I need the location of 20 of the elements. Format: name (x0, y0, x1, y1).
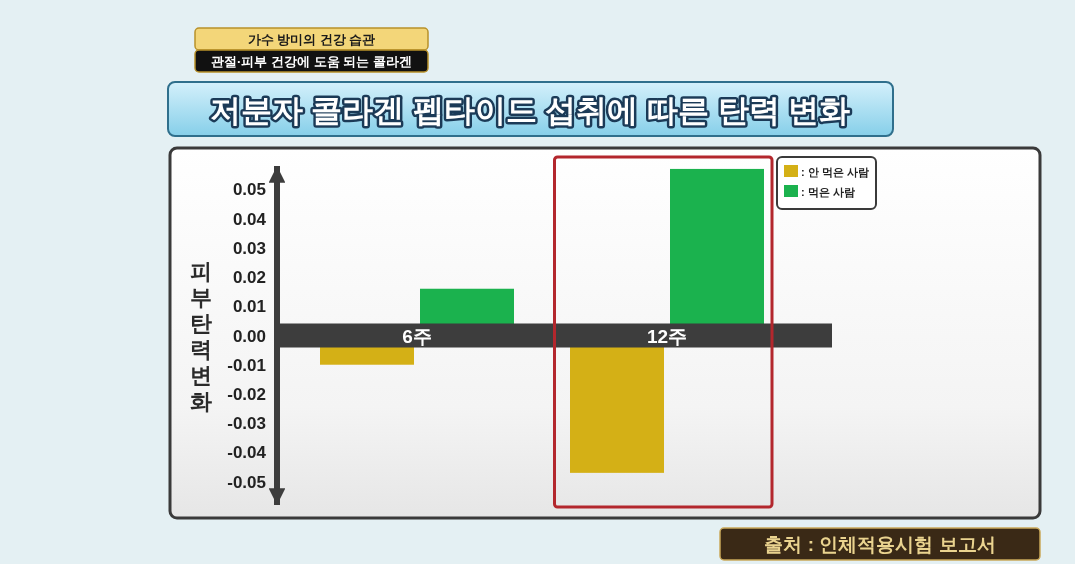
legend-label: : 안 먹은 사람 (801, 166, 869, 178)
y-tick-label: -0.05 (227, 472, 266, 492)
y-tick-label: 0.05 (232, 180, 266, 200)
x-tick-label: 12주 (646, 325, 688, 347)
y-tick-label: 0.04 (232, 209, 266, 229)
legend-label: : 먹은 사람 (801, 186, 855, 198)
y-tick-label: -0.01 (227, 355, 266, 375)
y-tick-label: -0.04 (227, 443, 266, 463)
title: 저분자 콜라겐 펩타이드 섭취에 따른 탄력 변화 (209, 93, 851, 128)
annotation: 가수 방미의 건강 습관 (247, 31, 376, 47)
y-tick-label: 0.02 (232, 268, 266, 288)
y-tick-label: 0.00 (232, 326, 266, 346)
y-axis-title: 피부탄력변화 (190, 258, 212, 414)
annotation: 출처 : 인체적용시험 보고서 (764, 533, 996, 555)
y-tick-label: 0.01 (232, 297, 266, 317)
y-tick-label: -0.03 (227, 414, 266, 434)
annotation: 관절·피부 건강에 도움 되는 콜라겐 (211, 53, 412, 69)
y-tick-label: 0.03 (232, 238, 266, 258)
y-tick-label: -0.02 (227, 384, 266, 404)
x-tick-label: 6주 (402, 325, 432, 347)
